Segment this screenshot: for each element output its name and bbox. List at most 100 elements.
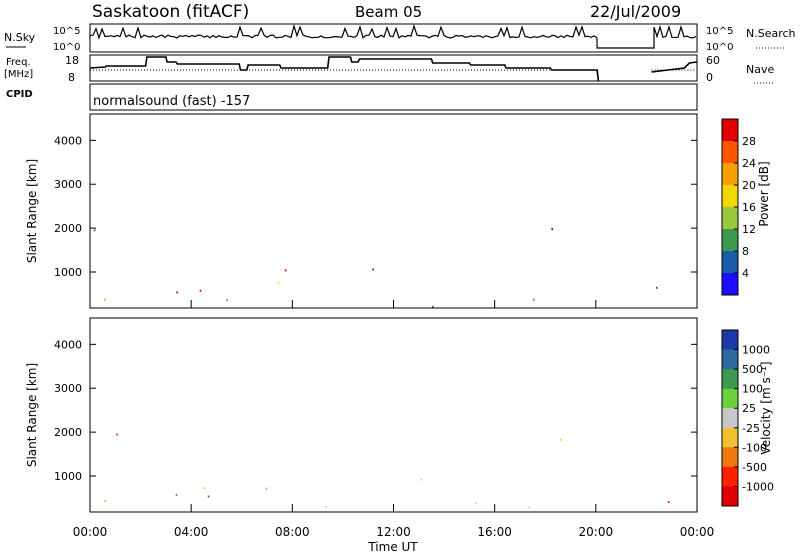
power-ytick-label: 3000: [54, 178, 82, 191]
range-cell: [104, 298, 106, 301]
nsearch-label: N.Search: [746, 27, 796, 40]
range-cell: [226, 299, 228, 302]
colorbar-tick-label: 8: [742, 245, 749, 258]
range-cell: [207, 495, 210, 498]
range-cell: [420, 478, 423, 481]
colorbar-tick-label: -25: [742, 422, 760, 435]
power-heatmap: [93, 228, 658, 308]
colorbar-tick-label: 24: [742, 157, 756, 170]
nsky-tick-top: 10^5: [53, 26, 80, 37]
colorbar-swatch: [722, 486, 738, 507]
x-tick-label: 16:00: [477, 525, 512, 539]
velocity-heatmap: [104, 433, 670, 509]
beam-title: Beam 05: [355, 3, 422, 21]
colorbar-tick-label: 1000: [742, 344, 770, 357]
range-cell: [284, 269, 287, 272]
x-tick-label: 04:00: [174, 525, 209, 539]
colorbar-swatch: [722, 251, 738, 274]
colorbar-swatch: [722, 207, 738, 230]
range-cell: [176, 291, 178, 294]
colorbar-swatch: [722, 388, 738, 409]
colorbar-tick-label: 28: [742, 135, 756, 148]
x-tick-label: 20:00: [579, 525, 614, 539]
velocity-ytick-label: 2000: [54, 426, 82, 439]
range-cell: [528, 506, 530, 509]
colorbar-swatch: [722, 408, 738, 429]
range-cell: [199, 289, 202, 292]
range-cell: [475, 502, 477, 505]
nsky-label: N.Sky: [4, 31, 36, 44]
x-axis-label: Time UT: [367, 540, 418, 554]
colorbar-frame: [721, 329, 739, 507]
nsearch-tick-top: 10^5: [706, 26, 733, 37]
cpid-value: normalsound (fast) -157: [93, 94, 250, 109]
velocity-ytick-label: 1000: [54, 470, 82, 483]
range-cell: [116, 433, 118, 436]
colorbar-tick-label: 4: [742, 267, 749, 280]
colorbar-swatch: [722, 349, 738, 370]
range-cell: [93, 229, 96, 232]
colorbar-tick-label: -100: [742, 441, 767, 454]
date-title: 22/Jul/2009: [590, 2, 681, 21]
power-panel-frame: [89, 113, 698, 309]
range-cell: [104, 499, 106, 502]
range-cell: [551, 228, 553, 231]
cpid-label: CPID: [6, 89, 33, 100]
colorbar-swatch: [722, 369, 738, 390]
velocity-panel-frame: [89, 317, 698, 513]
colorbar-tick-label: 500: [742, 363, 763, 376]
cpid-panel: [89, 83, 698, 111]
velocity-y-axis: 1000 2000 3000 4000: [54, 338, 697, 483]
time-x-axis: 00:00 04:00 08:00 12:00 16:00 20:00 00:00: [73, 300, 715, 539]
colorbar-swatch: [722, 427, 738, 448]
x-tick-label: 00:00: [680, 525, 715, 539]
power-colorbar: 28 24 20 16 12 8 4: [721, 118, 756, 296]
colorbar-swatch: [722, 466, 738, 487]
colorbar-tick-label: -500: [742, 461, 767, 474]
colorbar-swatch: [722, 273, 738, 296]
colorbar-tick-label: 25: [742, 402, 756, 415]
power-ylabel: Slant Range [km]: [25, 159, 39, 263]
power-ytick-label: 4000: [54, 134, 82, 147]
colorbar-swatch: [722, 447, 738, 468]
station-title: Saskatoon (fitACF): [92, 2, 249, 22]
range-cell: [372, 268, 374, 271]
freq-trace: [89, 56, 698, 82]
freq-label: Freq.: [6, 57, 31, 68]
range-cell: [559, 438, 562, 441]
x-tick-label: 00:00: [73, 525, 108, 539]
range-cell: [203, 487, 206, 490]
range-cell: [325, 506, 327, 508]
x-tick-label: 12:00: [376, 525, 411, 539]
power-ytick-label: 2000: [54, 222, 82, 235]
colorbar-swatch: [722, 229, 738, 252]
range-cell: [277, 281, 280, 284]
colorbar-tick-label: 20: [742, 179, 756, 192]
power-ytick-label: 1000: [54, 266, 82, 279]
range-cell: [175, 494, 178, 497]
colorbar-tick-label: 16: [742, 201, 756, 214]
velocity-colorbar: 1000 500 100 25 -25 -100 -500 -1000: [721, 329, 774, 507]
nsky-trace: [89, 23, 697, 49]
colorbar-swatch: [722, 163, 738, 186]
range-cell: [656, 286, 658, 289]
velocity-ylabel: Slant Range [km]: [25, 363, 39, 467]
x-tick-label: 08:00: [275, 525, 310, 539]
nave-tick-top: 60: [706, 54, 720, 67]
freq-tick-top: 18: [65, 54, 79, 67]
nave-tick-bottom: 0: [706, 71, 713, 84]
nsearch-tick-bottom: 10^0: [706, 42, 733, 53]
range-cell: [533, 298, 535, 301]
velocity-ytick-label: 4000: [54, 338, 82, 351]
colorbar-tick-label: -1000: [742, 480, 774, 493]
range-cell: [265, 487, 268, 490]
freq-tick-bottom: 8: [68, 71, 75, 84]
colorbar-swatch: [722, 185, 738, 208]
colorbar-swatch: [722, 119, 738, 142]
colorbar-swatch: [722, 330, 738, 351]
range-cell: [432, 305, 434, 308]
power-y-axis: 1000 2000 3000 4000: [54, 134, 697, 279]
power-colorbar-label: Power [dB]: [757, 161, 771, 226]
colorbar-tick-label: 12: [742, 223, 756, 236]
